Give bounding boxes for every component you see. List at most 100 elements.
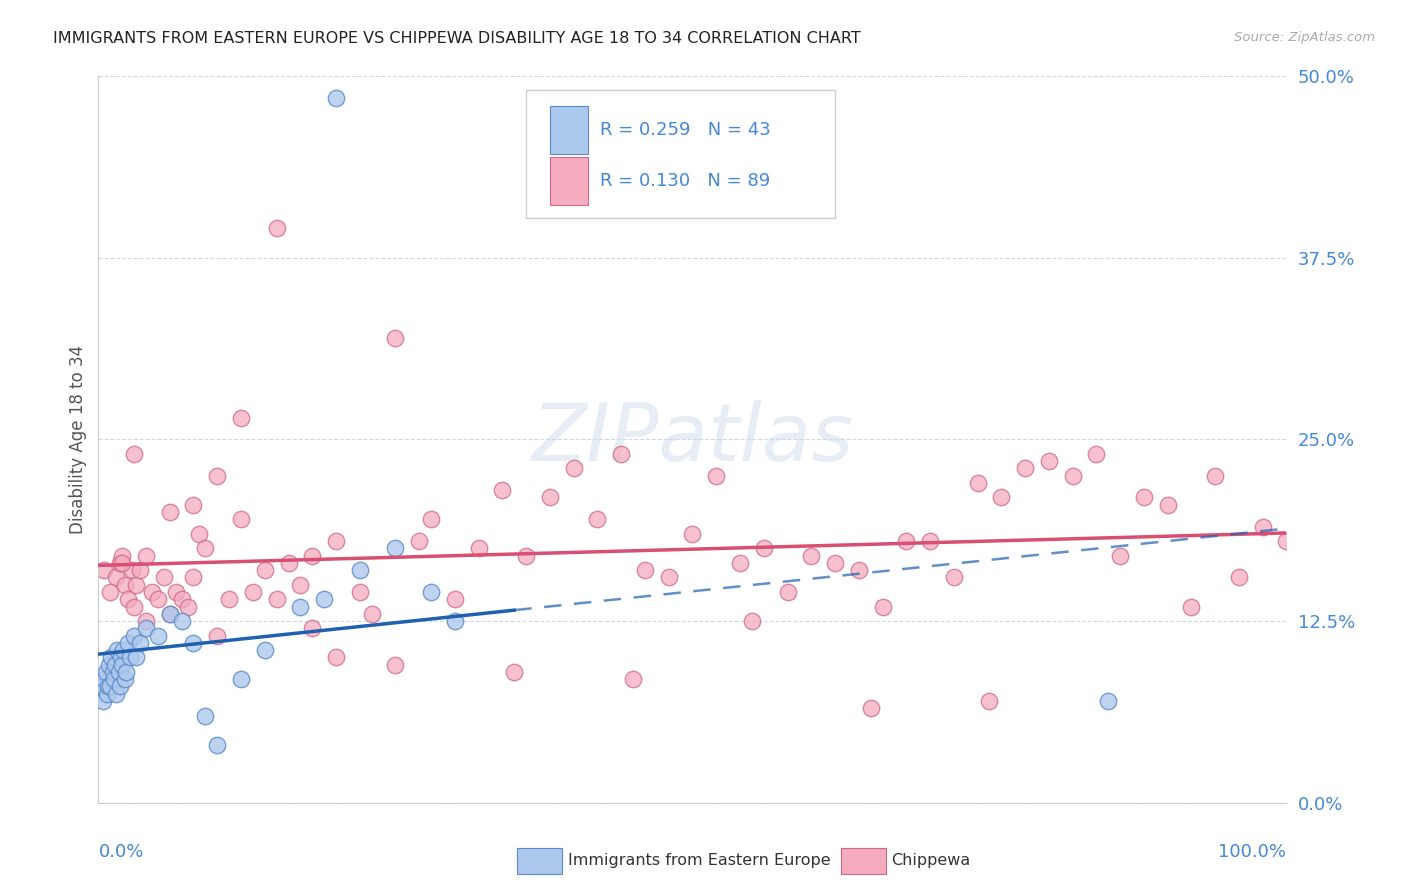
Point <box>183 636 205 650</box>
Point <box>108 556 131 570</box>
Point <box>94 665 117 679</box>
Point <box>1038 454 1060 468</box>
Point <box>420 512 443 526</box>
Point <box>205 738 228 752</box>
Point <box>896 534 918 549</box>
Point <box>562 461 585 475</box>
Point <box>96 687 118 701</box>
Point <box>205 468 228 483</box>
Text: Chippewa: Chippewa <box>891 854 970 868</box>
Point <box>152 570 174 584</box>
Point <box>1085 447 1108 461</box>
Point <box>314 592 336 607</box>
Point <box>1109 549 1132 563</box>
Point <box>111 549 134 563</box>
Point <box>97 680 120 694</box>
Point <box>800 549 823 563</box>
Point <box>135 614 157 628</box>
Point <box>111 657 134 672</box>
Point <box>146 592 169 607</box>
FancyBboxPatch shape <box>550 106 588 154</box>
Point <box>229 410 252 425</box>
Point <box>467 541 489 556</box>
Point <box>1275 534 1298 549</box>
Point <box>741 614 763 628</box>
Point <box>325 534 347 549</box>
Text: ZIPatlas: ZIPatlas <box>531 401 853 478</box>
Point <box>253 563 276 577</box>
Point <box>349 563 371 577</box>
Point <box>1133 491 1156 505</box>
Point <box>621 672 644 686</box>
Point <box>125 650 148 665</box>
Point <box>384 330 406 344</box>
Point <box>848 563 870 577</box>
Point <box>183 570 205 584</box>
Point <box>93 672 115 686</box>
Point <box>188 526 211 541</box>
Point <box>242 585 264 599</box>
Point <box>114 665 136 679</box>
Point <box>444 614 467 628</box>
Point <box>872 599 894 614</box>
Point <box>503 665 526 679</box>
Point <box>159 505 181 519</box>
Point <box>112 643 135 657</box>
Point <box>538 491 561 505</box>
Point <box>290 578 312 592</box>
Point <box>176 599 198 614</box>
Y-axis label: Disability Age 18 to 34: Disability Age 18 to 34 <box>69 344 87 534</box>
Point <box>98 585 121 599</box>
Point <box>122 629 145 643</box>
Point <box>159 607 181 621</box>
Point <box>325 90 347 104</box>
Point <box>159 607 181 621</box>
Point <box>1097 694 1119 708</box>
Point <box>728 556 751 570</box>
Point <box>586 512 609 526</box>
Point <box>103 672 125 686</box>
Point <box>1227 570 1250 584</box>
Point <box>408 534 430 549</box>
Point <box>117 592 139 607</box>
Point <box>111 556 134 570</box>
Text: R = 0.259   N = 43: R = 0.259 N = 43 <box>600 121 770 139</box>
Point <box>98 680 121 694</box>
Point <box>194 708 217 723</box>
Point <box>681 526 703 541</box>
Point <box>129 563 152 577</box>
Point <box>360 607 382 621</box>
Point <box>990 491 1012 505</box>
Point <box>1204 468 1226 483</box>
Point <box>114 578 136 592</box>
Point <box>165 585 187 599</box>
Point <box>205 629 228 643</box>
Point <box>349 585 371 599</box>
Point <box>859 701 882 715</box>
Point <box>194 541 217 556</box>
Point <box>920 534 942 549</box>
Point <box>135 621 157 635</box>
Point <box>384 541 406 556</box>
FancyBboxPatch shape <box>550 157 588 205</box>
Point <box>218 592 240 607</box>
Point <box>141 585 163 599</box>
Text: Source: ZipAtlas.com: Source: ZipAtlas.com <box>1234 31 1375 45</box>
Point <box>277 556 299 570</box>
Point <box>704 468 727 483</box>
Point <box>776 585 799 599</box>
Point <box>634 563 657 577</box>
Point <box>108 680 131 694</box>
Point <box>301 549 323 563</box>
Point <box>122 447 145 461</box>
Point <box>129 636 152 650</box>
Point <box>515 549 537 563</box>
Point <box>266 221 288 235</box>
Point <box>266 592 288 607</box>
Point <box>125 578 148 592</box>
Point <box>229 672 252 686</box>
Text: 100.0%: 100.0% <box>1219 843 1286 861</box>
Point <box>1014 461 1036 475</box>
Point <box>101 665 124 679</box>
Point <box>121 563 143 577</box>
